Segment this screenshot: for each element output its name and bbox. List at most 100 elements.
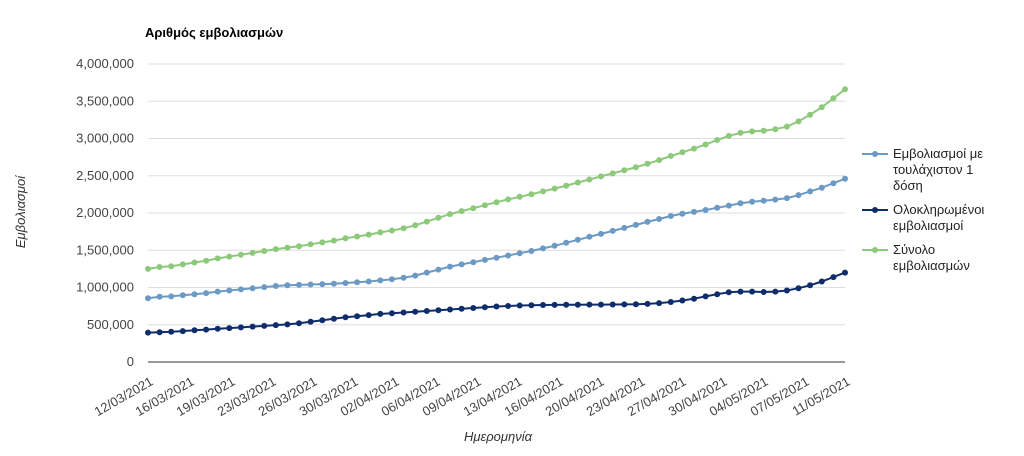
- data-point[interactable]: [644, 300, 651, 307]
- data-point[interactable]: [632, 301, 639, 308]
- data-point[interactable]: [470, 305, 477, 311]
- data-point[interactable]: [667, 153, 674, 159]
- data-point[interactable]: [725, 132, 732, 139]
- data-point[interactable]: [435, 307, 442, 314]
- data-point[interactable]: [237, 251, 244, 258]
- data-point[interactable]: [296, 320, 302, 327]
- data-point[interactable]: [621, 167, 628, 174]
- data-point[interactable]: [528, 248, 535, 254]
- data-point[interactable]: [354, 313, 361, 320]
- data-point[interactable]: [586, 176, 593, 183]
- data-point[interactable]: [377, 229, 384, 236]
- data-point[interactable]: [261, 322, 268, 329]
- data-point[interactable]: [249, 249, 256, 256]
- data-point[interactable]: [725, 202, 732, 209]
- data-point[interactable]: [574, 301, 581, 308]
- data-point[interactable]: [598, 301, 604, 308]
- data-point[interactable]: [783, 195, 790, 202]
- data-point[interactable]: [237, 324, 244, 331]
- data-point[interactable]: [505, 196, 512, 203]
- data-point[interactable]: [691, 145, 697, 152]
- data-point[interactable]: [737, 129, 744, 136]
- data-point[interactable]: [795, 192, 802, 199]
- data-point[interactable]: [493, 254, 500, 261]
- legend-item[interactable]: Σύνολο εμβολιασμών: [862, 242, 970, 273]
- data-point[interactable]: [563, 239, 570, 246]
- data-point[interactable]: [551, 185, 558, 192]
- data-point[interactable]: [330, 280, 337, 287]
- data-point[interactable]: [540, 188, 546, 195]
- data-point[interactable]: [760, 197, 767, 204]
- data-point[interactable]: [540, 245, 546, 252]
- data-point[interactable]: [226, 325, 233, 332]
- data-point[interactable]: [272, 283, 279, 289]
- data-point[interactable]: [621, 301, 628, 308]
- data-point[interactable]: [458, 208, 465, 215]
- data-point[interactable]: [458, 305, 465, 312]
- data-point[interactable]: [702, 207, 709, 213]
- data-point[interactable]: [586, 301, 593, 308]
- data-point[interactable]: [737, 200, 744, 207]
- data-point[interactable]: [830, 180, 837, 187]
- data-point[interactable]: [783, 287, 790, 294]
- data-point[interactable]: [447, 263, 453, 270]
- data-point[interactable]: [481, 256, 488, 263]
- data-point[interactable]: [667, 213, 674, 219]
- data-point[interactable]: [249, 285, 256, 292]
- data-point[interactable]: [563, 301, 570, 308]
- data-point[interactable]: [412, 222, 419, 229]
- data-point[interactable]: [493, 303, 500, 310]
- legend[interactable]: Εμβολιασμοί με τουλάχιστον 1 δόση Ολοκληρωμ…: [862, 146, 984, 273]
- data-point[interactable]: [749, 198, 756, 205]
- data-point[interactable]: [702, 141, 709, 148]
- data-point[interactable]: [516, 250, 523, 257]
- data-point[interactable]: [691, 208, 697, 215]
- data-point[interactable]: [179, 292, 186, 299]
- data-point[interactable]: [737, 288, 744, 295]
- data-point[interactable]: [772, 288, 779, 295]
- data-point[interactable]: [342, 235, 349, 242]
- data-point[interactable]: [319, 317, 326, 324]
- data-point[interactable]: [656, 300, 663, 307]
- data-point[interactable]: [284, 321, 291, 328]
- data-point[interactable]: [818, 184, 825, 191]
- data-point[interactable]: [528, 302, 535, 309]
- data-point[interactable]: [493, 199, 500, 206]
- legend-item[interactable]: Ολοκληρωμένοι εμβολιασμοί: [862, 202, 984, 233]
- data-point[interactable]: [168, 328, 175, 335]
- data-point[interactable]: [377, 277, 384, 284]
- data-point[interactable]: [365, 231, 372, 238]
- data-point[interactable]: [447, 211, 453, 218]
- data-point[interactable]: [330, 315, 337, 322]
- data-point[interactable]: [365, 278, 372, 285]
- data-point[interactable]: [214, 288, 221, 295]
- data-point[interactable]: [354, 279, 361, 286]
- data-point[interactable]: [261, 284, 268, 291]
- data-point[interactable]: [656, 157, 663, 164]
- data-point[interactable]: [435, 266, 442, 273]
- data-point[interactable]: [772, 196, 779, 203]
- data-point[interactable]: [168, 263, 175, 270]
- data-point[interactable]: [296, 281, 302, 288]
- data-point[interactable]: [632, 221, 639, 228]
- data-point[interactable]: [342, 280, 349, 286]
- data-point[interactable]: [842, 86, 848, 93]
- data-point[interactable]: [319, 281, 326, 288]
- data-point[interactable]: [191, 291, 198, 298]
- data-point[interactable]: [156, 264, 163, 270]
- legend-item[interactable]: Εμβολιασμοί με τουλάχιστον 1 δόση: [862, 146, 983, 193]
- data-point[interactable]: [807, 282, 814, 289]
- data-point[interactable]: [388, 276, 395, 283]
- data-point[interactable]: [203, 257, 210, 264]
- data-point[interactable]: [400, 274, 407, 281]
- data-point[interactable]: [505, 252, 512, 259]
- data-point[interactable]: [168, 293, 175, 300]
- data-point[interactable]: [818, 104, 825, 111]
- data-point[interactable]: [179, 261, 186, 268]
- data-point[interactable]: [807, 188, 814, 195]
- data-point[interactable]: [145, 265, 151, 272]
- data-point[interactable]: [505, 303, 512, 309]
- data-point[interactable]: [470, 259, 477, 266]
- data-point[interactable]: [807, 111, 814, 118]
- data-point[interactable]: [179, 328, 186, 335]
